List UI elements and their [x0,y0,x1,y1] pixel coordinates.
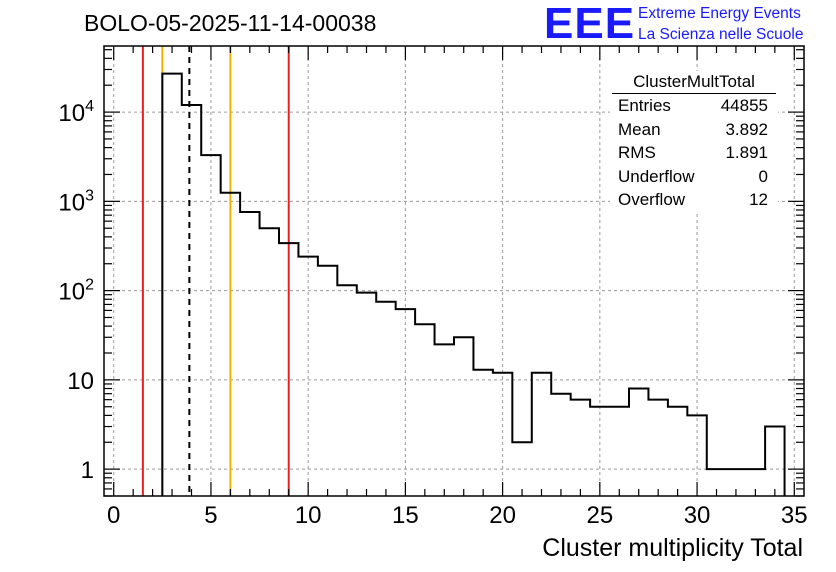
stats-value: 44855 [720,96,768,115]
stats-label: RMS [618,143,656,162]
stats-label: Entries [618,96,671,115]
histogram-bin [337,285,356,496]
histogram-bin [260,228,279,496]
histogram-bin [415,324,434,496]
logo-line-2: La Scienza nelle Scuole [638,26,804,43]
histogram-bin [629,389,648,496]
y-tick-label: 103 [58,187,94,216]
histogram-bin [571,400,590,496]
x-tick-label: 30 [684,502,711,529]
x-tick-label: 15 [392,502,419,529]
y-tick-label: 10 [67,368,94,395]
histogram-bin [610,407,629,496]
stats-label: Underflow [618,166,695,186]
stats-value: 1.891 [725,143,768,162]
marker-lines [141,46,290,496]
stats-value: 3.892 [725,119,768,139]
histogram-bin [240,212,259,496]
tick-labels: 0 5 10 15 20 25 30 35 1 10 102 103 104 [58,98,807,529]
plot-frame [103,45,805,497]
histogram-bin [765,427,784,496]
x-axis-label: Cluster multiplicity Total [542,534,803,562]
stats-row: Underflow 0 [610,165,778,189]
histogram-bin [532,373,551,496]
histogram-bin [318,266,337,496]
stats-label: Mean [618,119,661,139]
histogram-bin [182,105,201,496]
y-tick-label: 1 [81,457,94,484]
x-tick-label: 5 [204,502,217,529]
stats-row: Mean 3.892 [610,118,778,142]
stats-title: ClusterMultTotal [612,71,776,94]
y-tick-label: 104 [58,98,94,127]
histogram-bin [551,394,570,496]
y-tick-label: 102 [58,277,94,306]
histogram-bin [454,337,473,496]
stats-row: Entries 44855 [610,94,778,118]
x-tick-label: 35 [781,502,808,529]
histogram-series [161,72,786,496]
stats-value: 12 [749,190,768,209]
stats-label: Overflow [618,190,686,209]
histogram-bin [162,74,181,496]
x-tick-label: 20 [489,502,516,529]
axis-ticks [104,46,804,497]
histogram-bin [668,407,687,496]
histogram-bin [435,344,454,496]
histogram-bin [493,373,512,496]
stats-box: ClusterMultTotal Entries 44855 Mean 3.89… [610,71,778,211]
histogram-bin [473,370,492,496]
logo-line-1: Extreme Energy Events [638,5,801,22]
histogram-bin [376,302,395,496]
stats-row: RMS 1.891 [610,141,778,165]
chart-title: BOLO-05-2025-11-14-00038 [84,10,377,36]
logo-mark: EEE [544,0,636,48]
x-tick-label: 0 [107,502,120,529]
histogram-bin [357,293,376,496]
x-tick-label: 10 [295,502,322,529]
histogram-bin [648,400,667,496]
x-tick-label: 25 [586,502,613,529]
histogram-bin [512,442,531,496]
stats-row: Overflow 12 [610,188,778,212]
stats-value: 0 [758,166,768,186]
